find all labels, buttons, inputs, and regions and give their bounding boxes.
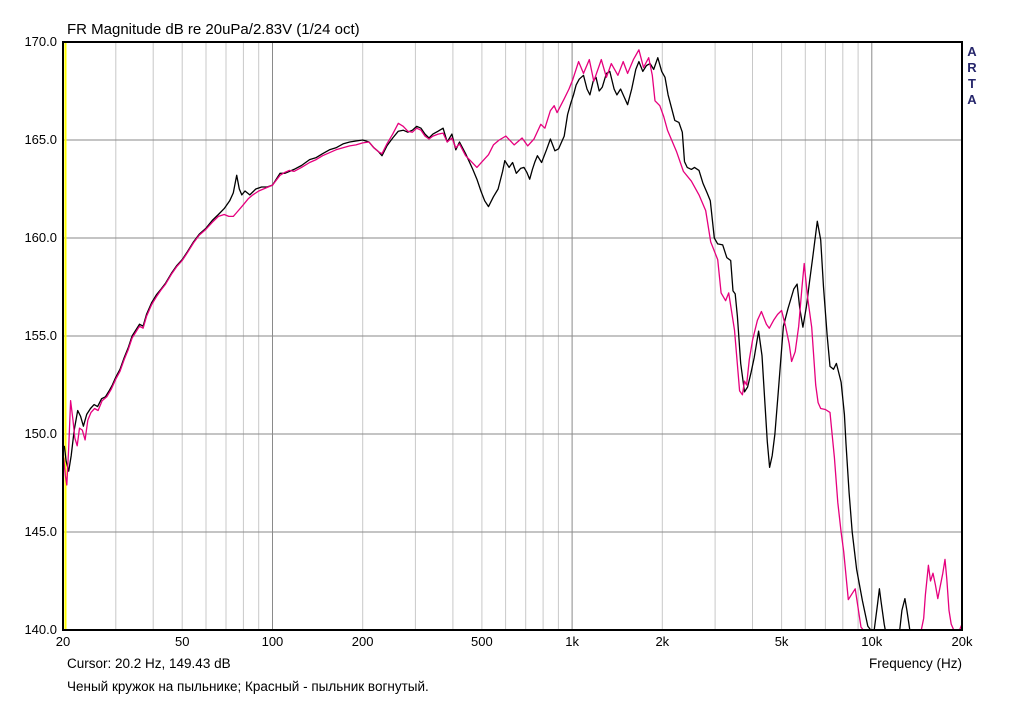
x-tick-label: 20k (951, 634, 973, 649)
x-tick-label: 5k (774, 634, 789, 649)
x-axis-title: Frequency (Hz) (868, 656, 962, 671)
x-tick-label: 500 (471, 634, 493, 649)
x-tick-label: 50 (175, 634, 190, 649)
y-tick-label: 160.0 (24, 230, 57, 245)
arta-logo-letter: A (967, 92, 977, 107)
cursor-readout: Cursor: 20.2 Hz, 149.43 dB (67, 656, 231, 671)
annotation-note: Ченый кружок на пыльнике; Красный - пыль… (67, 679, 429, 694)
arta-logo-letter: T (968, 76, 976, 91)
x-tick-label: 10k (861, 634, 883, 649)
chart-title: FR Magnitude dB re 20uPa/2.83V (1/24 oct… (67, 21, 360, 38)
y-tick-label: 155.0 (24, 328, 57, 343)
y-tick-label: 145.0 (24, 524, 57, 539)
y-tick-label: 170.0 (24, 34, 57, 49)
x-tick-label: 20 (55, 634, 71, 649)
x-tick-label: 2k (655, 634, 670, 649)
arta-logo-letter: R (967, 60, 977, 75)
y-tick-label: 150.0 (24, 426, 57, 441)
x-tick-label: 100 (261, 634, 284, 649)
arta-logo-letter: A (967, 44, 977, 59)
x-tick-label: 1k (565, 634, 579, 649)
y-tick-label: 140.0 (24, 622, 57, 637)
x-tick-label: 200 (351, 634, 374, 649)
y-tick-label: 165.0 (24, 132, 57, 147)
